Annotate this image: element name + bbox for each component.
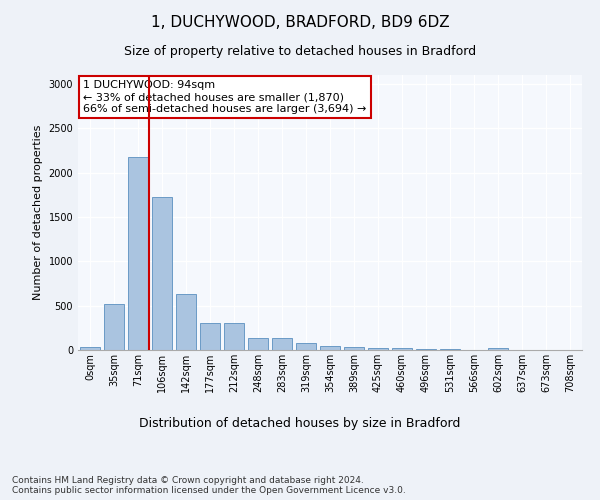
- Bar: [272, 338, 292, 350]
- Bar: [488, 348, 508, 350]
- Bar: [128, 156, 148, 350]
- Text: Contains HM Land Registry data © Crown copyright and database right 2024.
Contai: Contains HM Land Registry data © Crown c…: [12, 476, 406, 495]
- Bar: [248, 338, 268, 350]
- Bar: [392, 348, 412, 350]
- Bar: [440, 349, 460, 350]
- Text: Size of property relative to detached houses in Bradford: Size of property relative to detached ho…: [124, 45, 476, 58]
- Text: Distribution of detached houses by size in Bradford: Distribution of detached houses by size …: [139, 418, 461, 430]
- Bar: [344, 348, 364, 350]
- Bar: [176, 294, 196, 350]
- Bar: [320, 346, 340, 350]
- Y-axis label: Number of detached properties: Number of detached properties: [33, 125, 43, 300]
- Bar: [224, 324, 244, 350]
- Bar: [152, 198, 172, 350]
- Bar: [200, 324, 220, 350]
- Bar: [368, 348, 388, 350]
- Bar: [80, 348, 100, 350]
- Bar: [104, 304, 124, 350]
- Text: 1, DUCHYWOOD, BRADFORD, BD9 6DZ: 1, DUCHYWOOD, BRADFORD, BD9 6DZ: [151, 15, 449, 30]
- Bar: [296, 343, 316, 350]
- Bar: [416, 348, 436, 350]
- Text: 1 DUCHYWOOD: 94sqm
← 33% of detached houses are smaller (1,870)
66% of semi-deta: 1 DUCHYWOOD: 94sqm ← 33% of detached hou…: [83, 80, 367, 114]
